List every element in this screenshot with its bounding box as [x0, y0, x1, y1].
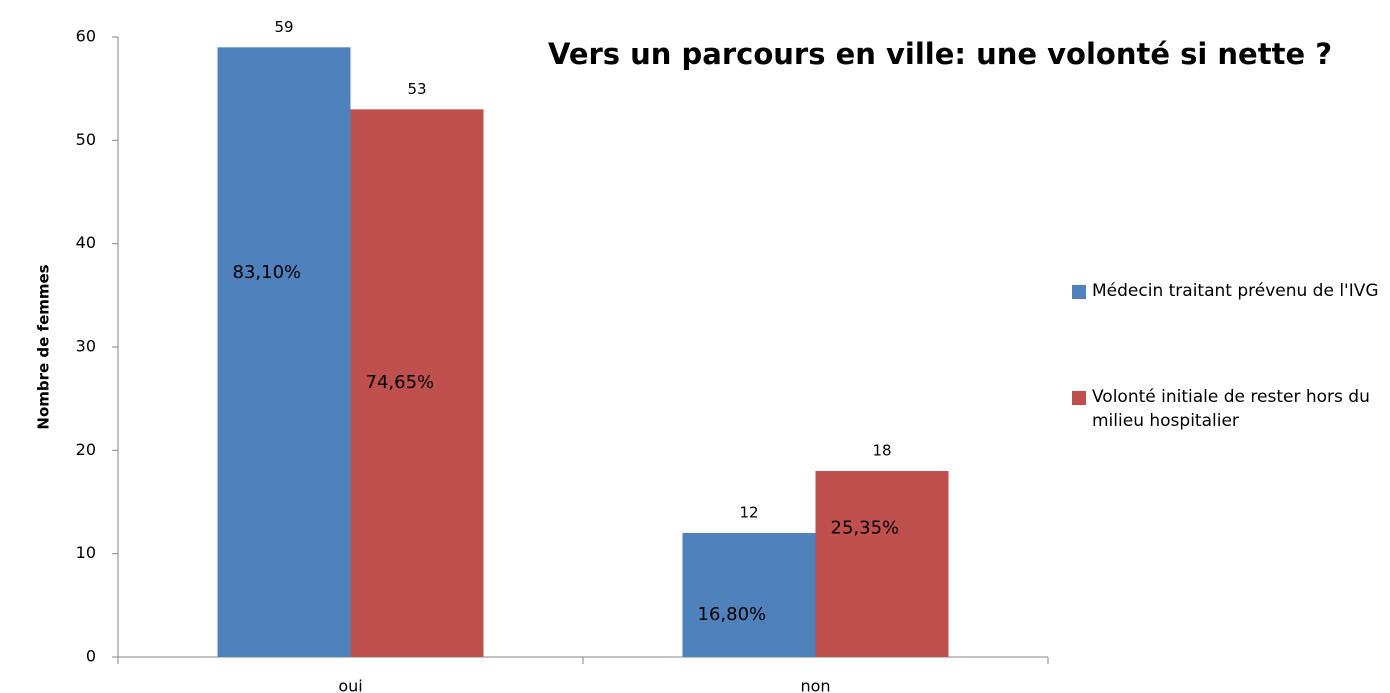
y-tick-label: 0 — [86, 647, 96, 666]
y-axis-label: Nombre de femmes — [35, 264, 53, 429]
chart-title: Vers un parcours en ville: une volonté s… — [548, 37, 1332, 71]
legend-item: Médecin traitant prévenu de l'IVG — [1072, 279, 1390, 303]
y-tick-label: 60 — [76, 27, 96, 46]
legend-label: Volonté initiale de rester hors du milie… — [1092, 387, 1370, 431]
x-tick-label: non — [800, 677, 830, 693]
y-tick-label: 40 — [76, 233, 96, 252]
bar — [682, 533, 816, 657]
share-label: 74,65% — [366, 372, 435, 393]
y-tick-label: 10 — [76, 543, 96, 562]
y-tick-label: 50 — [76, 130, 96, 149]
value-label: 53 — [407, 80, 426, 98]
bar — [350, 109, 484, 658]
legend-label: Médecin traitant prévenu de l'IVG — [1092, 281, 1379, 301]
x-tick-label: oui — [338, 677, 362, 693]
bar — [217, 47, 351, 658]
legend-swatch — [1072, 391, 1086, 405]
legend-item: Volonté initiale de rester hors du milie… — [1072, 385, 1390, 433]
y-tick-label: 20 — [76, 440, 96, 459]
value-label: 59 — [274, 18, 293, 36]
value-label: 18 — [872, 442, 891, 460]
value-label: 12 — [739, 504, 758, 522]
share-label: 83,10% — [233, 262, 302, 283]
share-label: 16,80% — [698, 604, 767, 625]
legend-swatch — [1072, 285, 1086, 299]
bar — [815, 471, 949, 657]
share-label: 25,35% — [831, 518, 900, 539]
y-tick-label: 30 — [76, 337, 96, 356]
